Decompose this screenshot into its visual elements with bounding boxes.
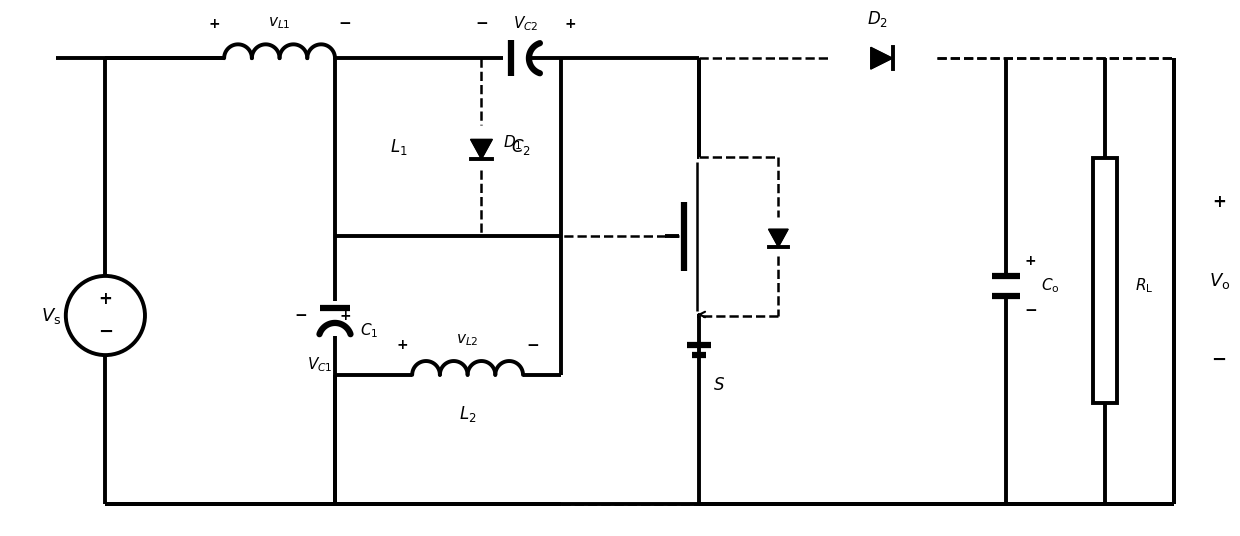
Text: +: + xyxy=(1211,193,1225,211)
Text: −: − xyxy=(1211,351,1226,369)
Text: −: − xyxy=(98,323,113,341)
Text: $R_{\rm L}$: $R_{\rm L}$ xyxy=(1135,277,1153,295)
Text: −: − xyxy=(475,16,487,31)
Text: $C_{\rm o}$: $C_{\rm o}$ xyxy=(1040,277,1059,295)
Text: −: − xyxy=(339,16,351,31)
Text: $C_2$: $C_2$ xyxy=(511,137,531,157)
Text: +: + xyxy=(564,17,577,31)
Text: +: + xyxy=(1025,254,1037,268)
Text: $S$: $S$ xyxy=(713,376,725,394)
Text: $v_{L2}$: $v_{L2}$ xyxy=(456,332,479,348)
Text: −: − xyxy=(527,338,539,353)
Text: −: − xyxy=(1024,303,1037,318)
Text: $V_{\rm s}$: $V_{\rm s}$ xyxy=(41,306,61,325)
Text: $D_1$: $D_1$ xyxy=(503,133,523,152)
Text: −: − xyxy=(294,308,306,323)
Text: $v_{L1}$: $v_{L1}$ xyxy=(268,16,291,32)
Text: +: + xyxy=(397,338,408,352)
Polygon shape xyxy=(870,47,893,69)
Text: $C_1$: $C_1$ xyxy=(360,321,378,340)
Text: +: + xyxy=(98,290,113,308)
Text: $V_{C2}$: $V_{C2}$ xyxy=(513,14,538,33)
Text: $L_1$: $L_1$ xyxy=(389,137,407,157)
Text: +: + xyxy=(339,309,351,323)
Text: $V_{\rm o}$: $V_{\rm o}$ xyxy=(1209,271,1230,291)
Bar xyxy=(1092,159,1117,403)
Polygon shape xyxy=(470,139,492,159)
Text: +: + xyxy=(208,17,219,31)
Polygon shape xyxy=(769,229,789,247)
Text: $V_{C1}$: $V_{C1}$ xyxy=(308,355,334,374)
Text: $L_2$: $L_2$ xyxy=(459,405,476,425)
Text: $D_2$: $D_2$ xyxy=(867,9,888,28)
